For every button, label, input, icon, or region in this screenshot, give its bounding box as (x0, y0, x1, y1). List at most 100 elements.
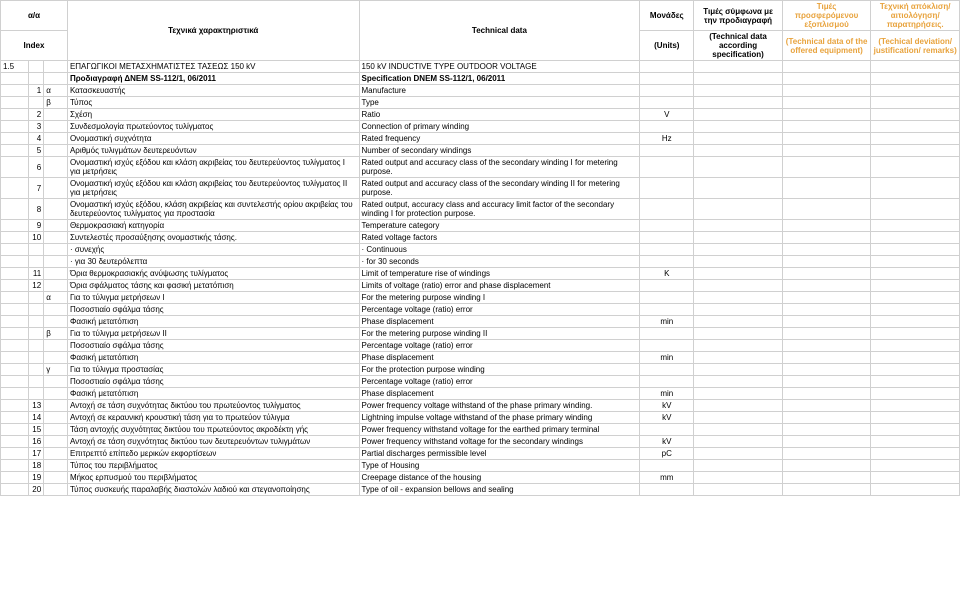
cell: min (640, 316, 694, 328)
cell: min (640, 352, 694, 364)
cell (871, 340, 960, 352)
table-row: 11Όρια θερμοκρασιακής ανύψωσης τυλίγματο… (1, 268, 960, 280)
cell: Αντοχή σε τάση συχνότητας δικτύου του πρ… (67, 400, 359, 412)
cell: Προδιαγραφή ΔΝΕΜ SS-112/1, 06/2011 (67, 73, 359, 85)
cell: ΕΠΑΓΩΓΙΚΟΙ ΜΕΤΑΣΧΗΜΑΤΙΣΤΕΣ ΤΑΣΕΩΣ 150 kV (67, 61, 359, 73)
cell: 19 (29, 472, 44, 484)
cell: · συνεχής (67, 244, 359, 256)
cell (29, 304, 44, 316)
cell: 7 (29, 178, 44, 199)
cell (782, 133, 871, 145)
cell: Creepage distance of the housing (359, 472, 640, 484)
cell: 15 (29, 424, 44, 436)
cell (782, 388, 871, 400)
table-row: 17Επιτρεπτό επίπεδο μερικών εκφορτίσεωνP… (1, 448, 960, 460)
table-row: 10Συντελεστές προσαύξησης ονομαστικής τά… (1, 232, 960, 244)
cell: Percentage voltage (ratio) error (359, 376, 640, 388)
cell (694, 436, 783, 448)
cell (694, 199, 783, 220)
cell (1, 157, 29, 178)
cell (1, 376, 29, 388)
cell (694, 352, 783, 364)
cell (871, 157, 960, 178)
hdr-off-gr: Τιμές προσφερόμενου εξοπλισμού (782, 1, 871, 31)
hdr-idx-en: Index (1, 31, 68, 61)
cell (782, 145, 871, 157)
cell (1, 460, 29, 472)
cell (1, 109, 29, 121)
cell (640, 304, 694, 316)
cell (782, 268, 871, 280)
table-row: 9Θερμοκρασιακή κατηγορίαTemperature cate… (1, 220, 960, 232)
cell: 13 (29, 400, 44, 412)
table-row: 15 Τάση αντοχής συχνότητας δικτύου του πρ… (1, 424, 960, 436)
cell (694, 268, 783, 280)
table-row: Προδιαγραφή ΔΝΕΜ SS-112/1, 06/2011Specif… (1, 73, 960, 85)
cell: For the metering purpose winding II (359, 328, 640, 340)
cell: Θερμοκρασιακή κατηγορία (67, 220, 359, 232)
cell (871, 199, 960, 220)
cell: Τάση αντοχής συχνότητας δικτύου του πρωτ… (67, 424, 359, 436)
cell (871, 292, 960, 304)
table-row: Φασική μετατόπισηPhase displacementmin (1, 352, 960, 364)
table-row: Ποσοστιαίο σφάλμα τάσηςPercentage voltag… (1, 340, 960, 352)
cell (694, 400, 783, 412)
cell (44, 388, 68, 400)
cell (694, 244, 783, 256)
cell (1, 484, 29, 496)
cell (44, 109, 68, 121)
cell: 4 (29, 133, 44, 145)
cell (44, 448, 68, 460)
cell (871, 61, 960, 73)
cell (1, 388, 29, 400)
cell (782, 292, 871, 304)
cell (782, 157, 871, 178)
cell (640, 85, 694, 97)
cell (782, 61, 871, 73)
cell (782, 256, 871, 268)
cell: Φασική μετατόπιση (67, 388, 359, 400)
cell: Specification DNEM SS-112/1, 06/2011 (359, 73, 640, 85)
cell (782, 424, 871, 436)
cell: Τύπος συσκευής παραλαβής διαστολών λαδιο… (67, 484, 359, 496)
cell: Ratio (359, 109, 640, 121)
cell (44, 352, 68, 364)
cell (1, 292, 29, 304)
cell (29, 97, 44, 109)
table-row: 4Ονομαστική συχνότηταRated frequencyHz (1, 133, 960, 145)
table-row: 8Ονομαστική ισχύς εξόδου, κλάση ακριβεία… (1, 199, 960, 220)
cell (782, 85, 871, 97)
cell: Limit of temperature rise of windings (359, 268, 640, 280)
cell (44, 340, 68, 352)
cell (782, 121, 871, 133)
cell (1, 121, 29, 133)
cell (782, 448, 871, 460)
cell: Όρια θερμοκρασιακής ανύψωσης τυλίγματος (67, 268, 359, 280)
cell (29, 292, 44, 304)
cell (871, 460, 960, 472)
cell (782, 328, 871, 340)
cell (694, 85, 783, 97)
cell: Ποσοστιαίο σφάλμα τάσης (67, 340, 359, 352)
cell (694, 280, 783, 292)
cell (782, 244, 871, 256)
hdr-greek: Τεχνικά χαρακτηριστικά (67, 1, 359, 61)
hdr-dev-en: (Techical deviation/ justification/ rema… (871, 31, 960, 61)
cell: Connection of primary winding (359, 121, 640, 133)
table-header: α/α Τεχνικά χαρακτηριστικά Technical dat… (1, 1, 960, 61)
cell (694, 232, 783, 244)
cell: 6 (29, 157, 44, 178)
table-row: · για 30 δευτερόλεπτα· for 30 seconds (1, 256, 960, 268)
cell: · Continuous (359, 244, 640, 256)
cell: kV (640, 412, 694, 424)
cell: · για 30 δευτερόλεπτα (67, 256, 359, 268)
hdr-spec-gr: Τιμές σύμφωνα με την προδιαγραφή (694, 1, 783, 31)
cell (29, 244, 44, 256)
cell (1, 220, 29, 232)
cell (782, 97, 871, 109)
cell (44, 178, 68, 199)
cell (640, 73, 694, 85)
cell (1, 244, 29, 256)
cell (29, 340, 44, 352)
cell: · for 30 seconds (359, 256, 640, 268)
